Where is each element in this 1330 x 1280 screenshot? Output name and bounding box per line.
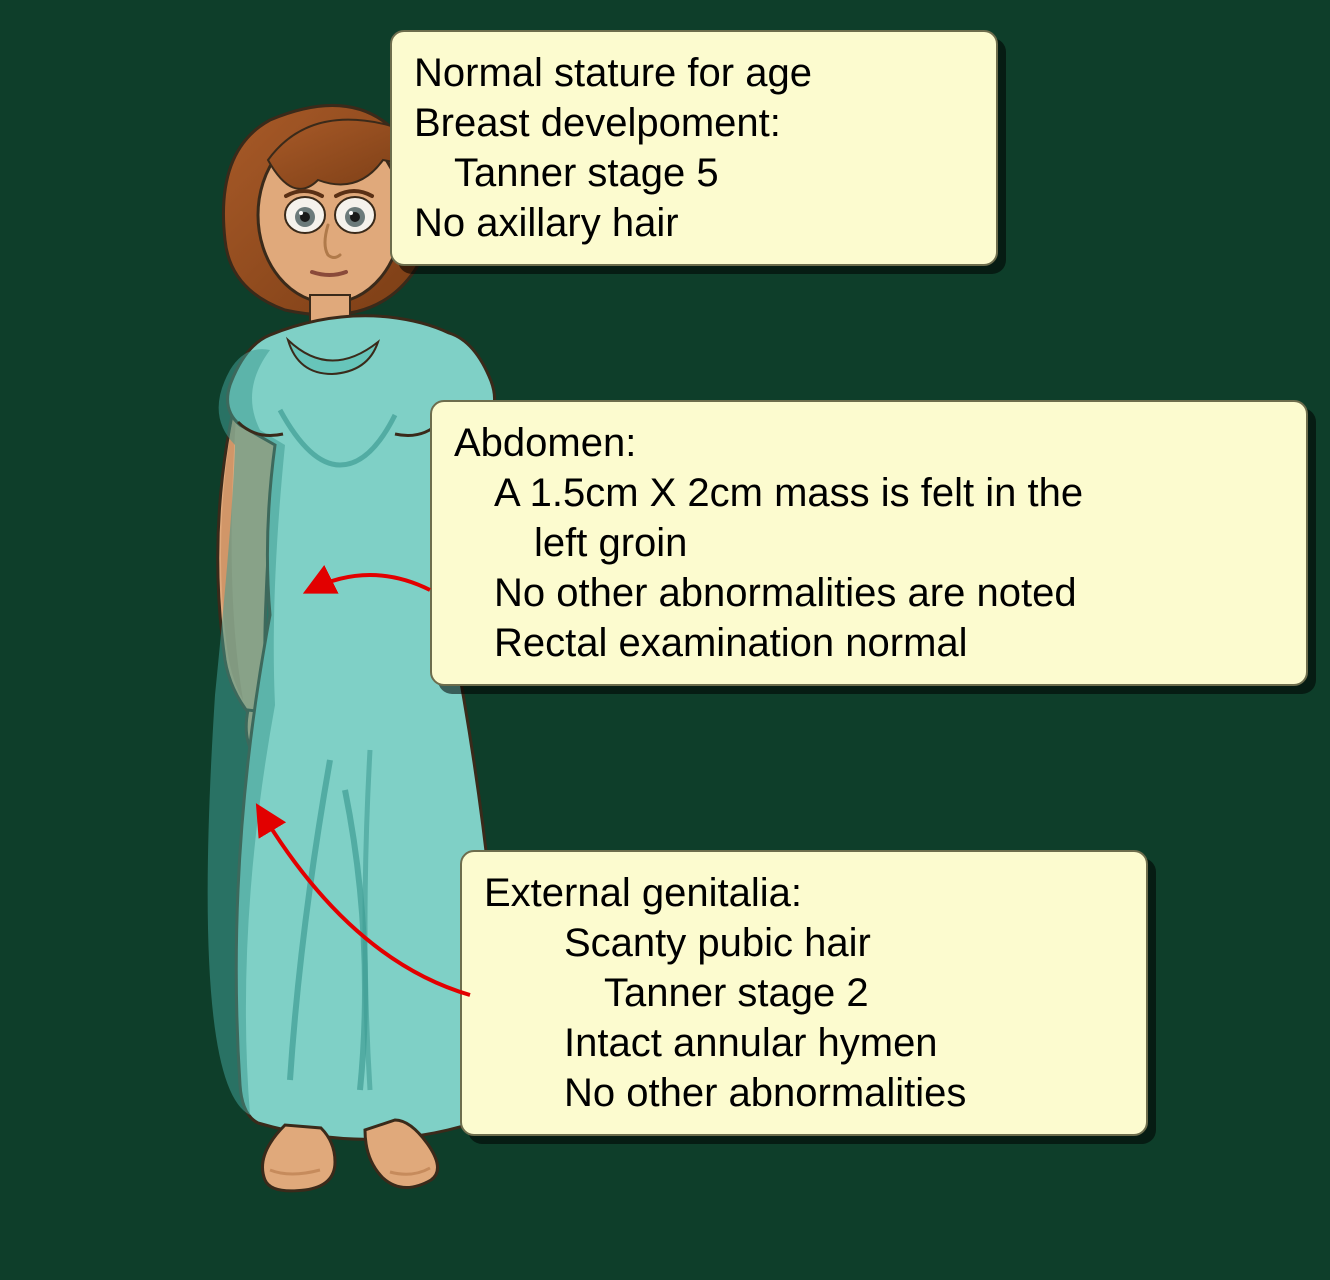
callout-line: A 1.5cm X 2cm mass is felt in the — [454, 468, 1284, 518]
callout-genitalia: External genitalia:Scanty pubic hairTann… — [460, 850, 1148, 1136]
callout-line: Tanner stage 5 — [414, 148, 974, 198]
callout-line: Breast develpoment: — [414, 98, 974, 148]
callout-line: No other abnormalities are noted — [454, 568, 1284, 618]
callout-line: Intact annular hymen — [484, 1018, 1124, 1068]
callout-line: left groin — [454, 518, 1284, 568]
callout-line: No other abnormalities — [484, 1068, 1124, 1118]
callout-line: Rectal examination normal — [454, 618, 1284, 668]
callout-abdomen: Abdomen:A 1.5cm X 2cm mass is felt in th… — [430, 400, 1308, 686]
callout-line: Abdomen: — [454, 418, 1284, 468]
callout-upper: Normal stature for ageBreast develpoment… — [390, 30, 998, 266]
callout-line: Scanty pubic hair — [484, 918, 1124, 968]
callout-line: No axillary hair — [414, 198, 974, 248]
callout-line: Tanner stage 2 — [484, 968, 1124, 1018]
callout-line: Normal stature for age — [414, 48, 974, 98]
callout-line: External genitalia: — [484, 868, 1124, 918]
